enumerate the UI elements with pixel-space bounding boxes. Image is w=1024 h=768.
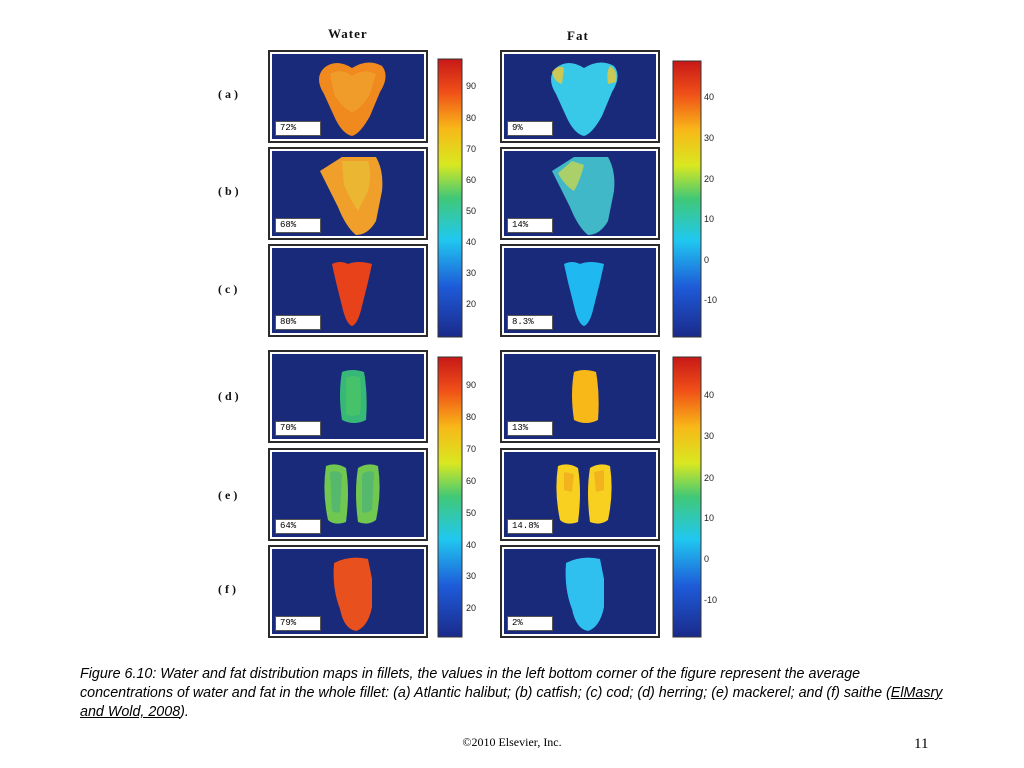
fat-pct-d: 13% bbox=[507, 421, 553, 436]
fat-colorbar-gradient bbox=[672, 356, 702, 638]
fillet-shape bbox=[551, 62, 618, 136]
fat-top-tick: 30 bbox=[704, 133, 715, 143]
water-colorbar-top bbox=[437, 58, 497, 338]
fat-bottom-tick: 0 bbox=[704, 554, 710, 564]
water-top-tick: 90 bbox=[466, 81, 477, 91]
fat-top-tick: 40 bbox=[704, 92, 715, 102]
caption-text: Figure 6.10: Water and fat distribution … bbox=[80, 666, 891, 701]
fat-bottom-tick: 40 bbox=[704, 390, 715, 400]
water-pct-a: 72% bbox=[275, 121, 321, 136]
fat-pct-e: 14.8% bbox=[507, 519, 553, 534]
fillet-shape bbox=[333, 557, 372, 631]
fillet-shape bbox=[320, 157, 383, 235]
water-bottom-tick: 60 bbox=[466, 476, 477, 486]
fat-pct-b: 14% bbox=[507, 218, 553, 233]
fat-map-f: 2% bbox=[500, 545, 660, 638]
water-top-tick: 80 bbox=[466, 113, 477, 123]
water-bottom-tick: 50 bbox=[466, 508, 477, 518]
fat-colorbar-gradient bbox=[672, 60, 702, 338]
water-pct-f: 79% bbox=[275, 616, 321, 631]
copyright-notice: ©2010 Elsevier, Inc. bbox=[462, 735, 562, 749]
water-bottom-tick: 40 bbox=[466, 540, 477, 550]
fat-map-d: 13% bbox=[500, 350, 660, 443]
water-colorbar-gradient bbox=[437, 356, 463, 638]
water-pct-b: 68% bbox=[275, 218, 321, 233]
water-top-tick: 70 bbox=[466, 144, 477, 154]
figure-caption: Figure 6.10: Water and fat distribution … bbox=[80, 665, 950, 722]
water-bottom-tick: 90 bbox=[466, 380, 477, 390]
water-colorbar-bottom bbox=[437, 356, 497, 638]
fillet-shape bbox=[552, 157, 615, 235]
water-bottom-tick: 30 bbox=[466, 571, 477, 581]
fat-top-tick: -10 bbox=[704, 295, 718, 305]
fat-bottom-tick: 30 bbox=[704, 431, 715, 441]
fillet-shape bbox=[556, 464, 612, 524]
page-number: 11 bbox=[914, 736, 929, 752]
fat-bottom-tick: -10 bbox=[704, 595, 718, 605]
water-top-tick: 60 bbox=[466, 175, 477, 185]
water-map-d: 70% bbox=[268, 350, 428, 443]
water-column-title: Water bbox=[328, 26, 368, 41]
fat-top-tick: 10 bbox=[704, 214, 715, 224]
row-label-e: (e) bbox=[218, 488, 241, 502]
water-pct-c: 80% bbox=[275, 315, 321, 330]
water-colorbar-gradient bbox=[437, 58, 463, 338]
fat-pct-a: 9% bbox=[507, 121, 553, 136]
row-label-c: (c) bbox=[218, 282, 241, 296]
fat-pct-f: 2% bbox=[507, 616, 553, 631]
fat-bottom-tick: 20 bbox=[704, 473, 715, 483]
water-bottom-tick: 70 bbox=[466, 444, 477, 454]
fat-colorbar-top bbox=[672, 60, 732, 338]
fat-top-tick: 0 bbox=[704, 255, 710, 265]
water-pct-e: 64% bbox=[275, 519, 321, 534]
water-map-b: 68% bbox=[268, 147, 428, 240]
row-label-d: (d) bbox=[218, 389, 242, 403]
water-top-tick: 30 bbox=[466, 268, 477, 278]
water-top-tick: 20 bbox=[466, 299, 477, 309]
water-bottom-tick: 80 bbox=[466, 412, 477, 422]
fat-column-title: Fat bbox=[567, 28, 589, 43]
fat-map-a: 9% bbox=[500, 50, 660, 143]
fillet-shape bbox=[324, 464, 380, 524]
fillet-shape bbox=[564, 262, 604, 326]
row-label-b: (b) bbox=[218, 184, 242, 198]
caption-end: ). bbox=[180, 704, 189, 720]
fat-bottom-tick: 10 bbox=[704, 513, 715, 523]
fillet-shape bbox=[319, 62, 386, 136]
water-map-f: 79% bbox=[268, 545, 428, 638]
caption-reference-link[interactable]: ElMasry and Wold, 2008 bbox=[80, 685, 943, 720]
fillet-shape bbox=[572, 370, 599, 423]
fat-colorbar-bottom bbox=[672, 356, 732, 638]
fat-map-b: 14% bbox=[500, 147, 660, 240]
row-label-f: (f) bbox=[218, 582, 239, 596]
water-bottom-tick: 20 bbox=[466, 603, 477, 613]
fillet-shape bbox=[565, 557, 604, 631]
water-map-a: 72% bbox=[268, 50, 428, 143]
fillet-shape bbox=[332, 262, 372, 326]
fat-map-e: 14.8% bbox=[500, 448, 660, 541]
fat-map-c: 8.3% bbox=[500, 244, 660, 337]
fillet-shape bbox=[340, 370, 367, 423]
water-map-e: 64% bbox=[268, 448, 428, 541]
water-pct-d: 70% bbox=[275, 421, 321, 436]
fat-top-tick: 20 bbox=[704, 174, 715, 184]
row-label-a: (a) bbox=[218, 87, 241, 101]
water-top-tick: 40 bbox=[466, 237, 477, 247]
water-map-c: 80% bbox=[268, 244, 428, 337]
fat-pct-c: 8.3% bbox=[507, 315, 553, 330]
water-top-tick: 50 bbox=[466, 206, 477, 216]
